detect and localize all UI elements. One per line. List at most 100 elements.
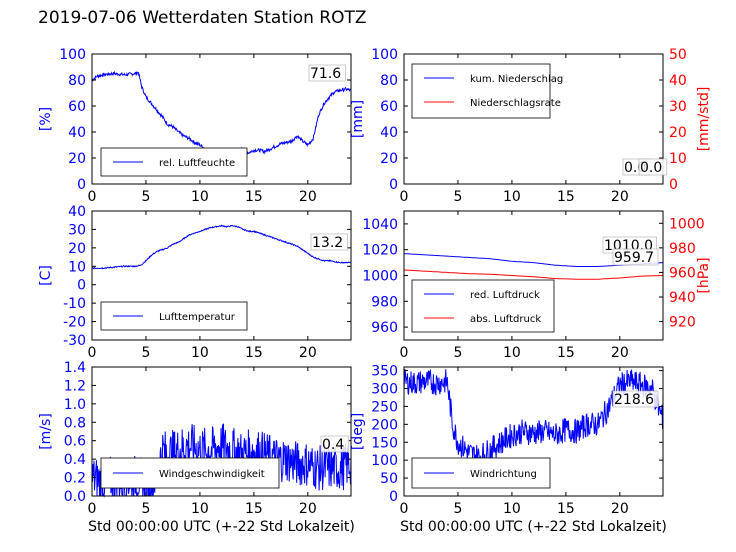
x-tick-label: 5 xyxy=(141,345,150,361)
x-tick-label: 0 xyxy=(400,501,409,517)
annotation-box xyxy=(612,390,659,408)
annotation-value: 218.6 xyxy=(614,392,654,408)
chart-panel-5: 0 5 10 15 20 0.0 0.2 0.4 0.6 0.8 1.0 1.2 1.4 [m/s] Std… xyxy=(38,360,355,535)
plot-frame xyxy=(403,53,664,185)
legend: rel. Luftfeuchte xyxy=(100,147,248,177)
y-tick-label: 0 xyxy=(389,177,398,193)
legend: kum. Niederschlag Niederschlagsrate xyxy=(411,63,563,119)
annotation-value: 71.6 xyxy=(310,66,341,82)
series-line-1-1 xyxy=(91,70,352,156)
y-tick-label: 0.0 xyxy=(64,489,86,505)
y-tick-label: 980 xyxy=(371,294,398,310)
y-tick-label: 20 xyxy=(68,241,86,257)
y-tick-label: 40 xyxy=(68,204,86,220)
y-tick-label: 20 xyxy=(380,151,398,167)
legend-label: red. Luftdruck xyxy=(470,290,540,301)
legend: Lufttemperatur xyxy=(100,301,248,331)
y-right-tick-label: 1000 xyxy=(669,216,705,232)
y-right-tick-label: 980 xyxy=(669,241,696,257)
y-tick-label: 40 xyxy=(380,125,398,141)
y-tick-label: 1040 xyxy=(362,217,398,233)
y-tick-label: 80 xyxy=(380,73,398,89)
plot-frame xyxy=(91,366,352,497)
y-tick-label: 100 xyxy=(59,47,86,63)
y-right-tick-label: 50 xyxy=(669,47,687,63)
annotation-value: 959.7 xyxy=(614,250,654,266)
legend-label: abs. Luftdruck xyxy=(470,314,541,325)
y-tick-label: 1020 xyxy=(362,243,398,259)
y-tick-label: 0.6 xyxy=(64,434,86,450)
plot-frame xyxy=(91,53,352,185)
legend-label: rel. Luftfeuchte xyxy=(159,158,235,169)
x-tick-label: 0 xyxy=(88,501,97,517)
y-tick-label: 1000 xyxy=(362,269,398,285)
annotation-box xyxy=(310,233,348,251)
y-right-tick-label: 920 xyxy=(669,315,696,331)
x-tick-label: 20 xyxy=(299,501,317,517)
x-tick-label: 15 xyxy=(245,189,263,205)
series-line-4-2 xyxy=(403,269,664,280)
y-tick-label: 80 xyxy=(68,73,86,89)
x-tick-label: 20 xyxy=(611,189,629,205)
plot-frame xyxy=(91,210,352,341)
y-tick-label: 10 xyxy=(68,259,86,275)
y-axis-label: [mm] xyxy=(350,100,366,138)
y-tick-label: 200 xyxy=(371,417,398,433)
plot-frame xyxy=(403,366,664,497)
x-tick-label: 5 xyxy=(453,345,462,361)
x-tick-label: 0 xyxy=(400,345,409,361)
chart-panel-4: 0 5 10 15 20 960 980 1000 1020 1040 920 940 960 980 10… xyxy=(362,210,712,361)
legend-label: Windgeschwindigkeit xyxy=(159,469,265,480)
y-tick-label: 350 xyxy=(371,364,398,380)
y-right-tick-label: 30 xyxy=(669,99,687,115)
x-tick-label: 0 xyxy=(88,189,97,205)
y-tick-label: 150 xyxy=(371,435,398,451)
y-tick-label: 50 xyxy=(380,471,398,487)
x-tick-label: 15 xyxy=(557,345,575,361)
legend-label: Lufttemperatur xyxy=(159,312,236,323)
x-tick-label: 5 xyxy=(453,501,462,517)
y-tick-label: 30 xyxy=(68,222,86,238)
chart-panel-3: 0 5 10 15 20 -30 -20 -10 0 10 20 30 40 [C] Lufttempera… xyxy=(38,204,352,361)
y-tick-label: 960 xyxy=(371,320,398,336)
x-tick-label: 5 xyxy=(141,501,150,517)
x-tick-label: 15 xyxy=(245,345,263,361)
legend-label: Windrichtung xyxy=(470,469,537,480)
y-right-tick-label: 0 xyxy=(669,177,678,193)
x-tick-label: 0 xyxy=(88,345,97,361)
y-axis-label: [C] xyxy=(38,265,54,286)
y-right-tick-label: 20 xyxy=(669,125,687,141)
legend-label: Niederschlagsrate xyxy=(470,98,561,109)
y-axis-label: [m/s] xyxy=(38,413,54,450)
x-axis-label: Std 00:00:00 UTC (+-22 Std Lokalzeit) xyxy=(400,519,667,535)
y-tick-label: 0.4 xyxy=(64,452,86,468)
series-line-6-1 xyxy=(403,368,664,469)
x-tick-label: 10 xyxy=(191,345,209,361)
legend-label: kum. Niederschlag xyxy=(470,74,563,85)
y-tick-label: 0 xyxy=(77,177,86,193)
legend: Windrichtung xyxy=(411,457,551,489)
x-tick-label: 5 xyxy=(453,189,462,205)
x-tick-label: 20 xyxy=(299,189,317,205)
y-right-tick-label: 10 xyxy=(669,151,687,167)
annotation-value: 0.0 xyxy=(640,160,662,176)
y-right-tick-label: 960 xyxy=(669,265,696,281)
y-tick-label: 0 xyxy=(389,489,398,505)
y-tick-label: 300 xyxy=(371,382,398,398)
x-tick-label: 15 xyxy=(557,189,575,205)
y-tick-label: -20 xyxy=(63,315,86,331)
chart-panel-1: 0 5 10 15 20 0 20 40 60 80 100 [%] rel. Luftfeuchte 7… xyxy=(38,47,352,205)
y-right-tick-label: 940 xyxy=(669,290,696,306)
x-tick-label: 10 xyxy=(191,189,209,205)
x-axis-label: Std 00:00:00 UTC (+-22 Std Lokalzeit) xyxy=(88,519,355,535)
x-tick-label: 20 xyxy=(611,345,629,361)
y-tick-label: 1.2 xyxy=(64,378,86,394)
y-tick-label: 60 xyxy=(68,99,86,115)
legend: red. Luftdruck abs. Luftdruck xyxy=(411,279,555,333)
y-axis-label: [deg] xyxy=(350,413,366,450)
legend: Windgeschwindigkeit xyxy=(100,457,280,489)
y-tick-label: 0.2 xyxy=(64,471,86,487)
y-tick-label: 0 xyxy=(77,278,86,294)
